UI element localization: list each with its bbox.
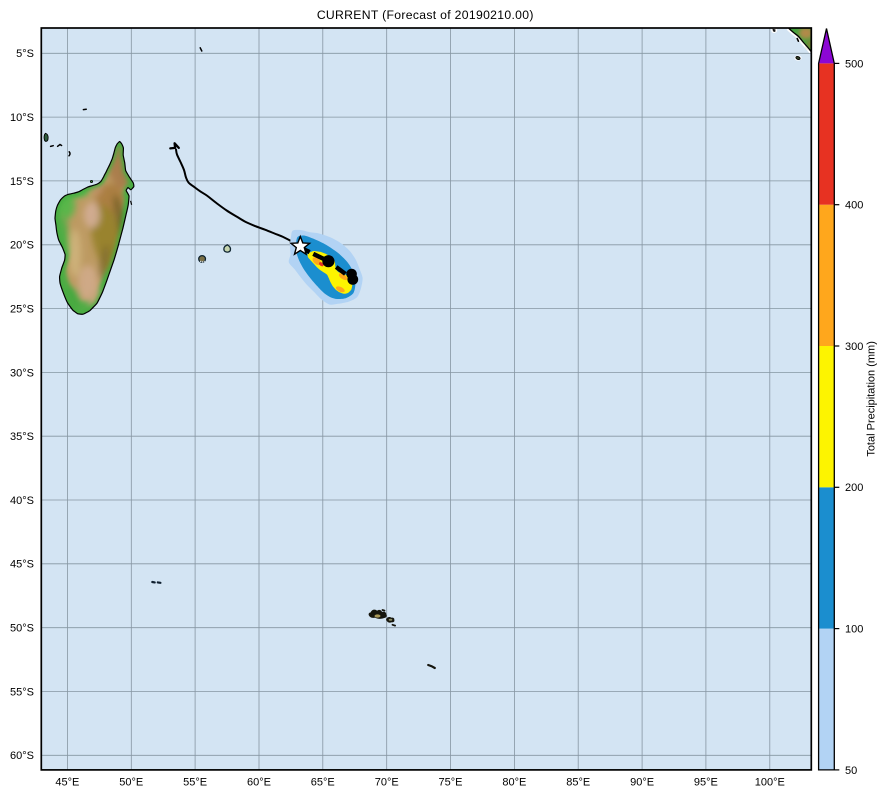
svg-text:40°S: 40°S [10, 495, 34, 507]
svg-text:55°E: 55°E [183, 777, 207, 789]
svg-text:95°E: 95°E [694, 777, 718, 789]
svg-text:15°S: 15°S [10, 176, 34, 188]
svg-text:CURRENT (Forecast of 20190210.: CURRENT (Forecast of 20190210.00) [317, 8, 534, 22]
svg-text:500: 500 [845, 58, 863, 70]
svg-text:90°E: 90°E [630, 777, 654, 789]
svg-text:20°S: 20°S [10, 240, 34, 252]
svg-text:100: 100 [845, 624, 863, 636]
svg-text:70°E: 70°E [375, 777, 399, 789]
svg-text:5°S: 5°S [16, 48, 34, 60]
svg-text:200: 200 [845, 482, 863, 494]
svg-text:100°E: 100°E [755, 777, 785, 789]
svg-text:35°S: 35°S [10, 431, 34, 443]
svg-text:50: 50 [845, 765, 857, 777]
svg-text:75°E: 75°E [439, 777, 463, 789]
svg-text:55°S: 55°S [10, 686, 34, 698]
svg-text:80°E: 80°E [502, 777, 526, 789]
svg-text:300: 300 [845, 341, 863, 353]
svg-text:400: 400 [845, 200, 863, 212]
svg-text:85°E: 85°E [566, 777, 590, 789]
svg-text:45°S: 45°S [10, 559, 34, 571]
svg-text:60°S: 60°S [10, 750, 34, 762]
svg-text:50°E: 50°E [119, 777, 143, 789]
svg-text:45°E: 45°E [55, 777, 79, 789]
svg-text:10°S: 10°S [10, 112, 34, 124]
svg-text:30°S: 30°S [10, 367, 34, 379]
svg-text:50°S: 50°S [10, 623, 34, 635]
svg-text:Total Precipitation (mm): Total Precipitation (mm) [866, 341, 878, 457]
svg-text:65°E: 65°E [311, 777, 335, 789]
svg-text:25°S: 25°S [10, 304, 34, 316]
svg-text:60°E: 60°E [247, 777, 271, 789]
